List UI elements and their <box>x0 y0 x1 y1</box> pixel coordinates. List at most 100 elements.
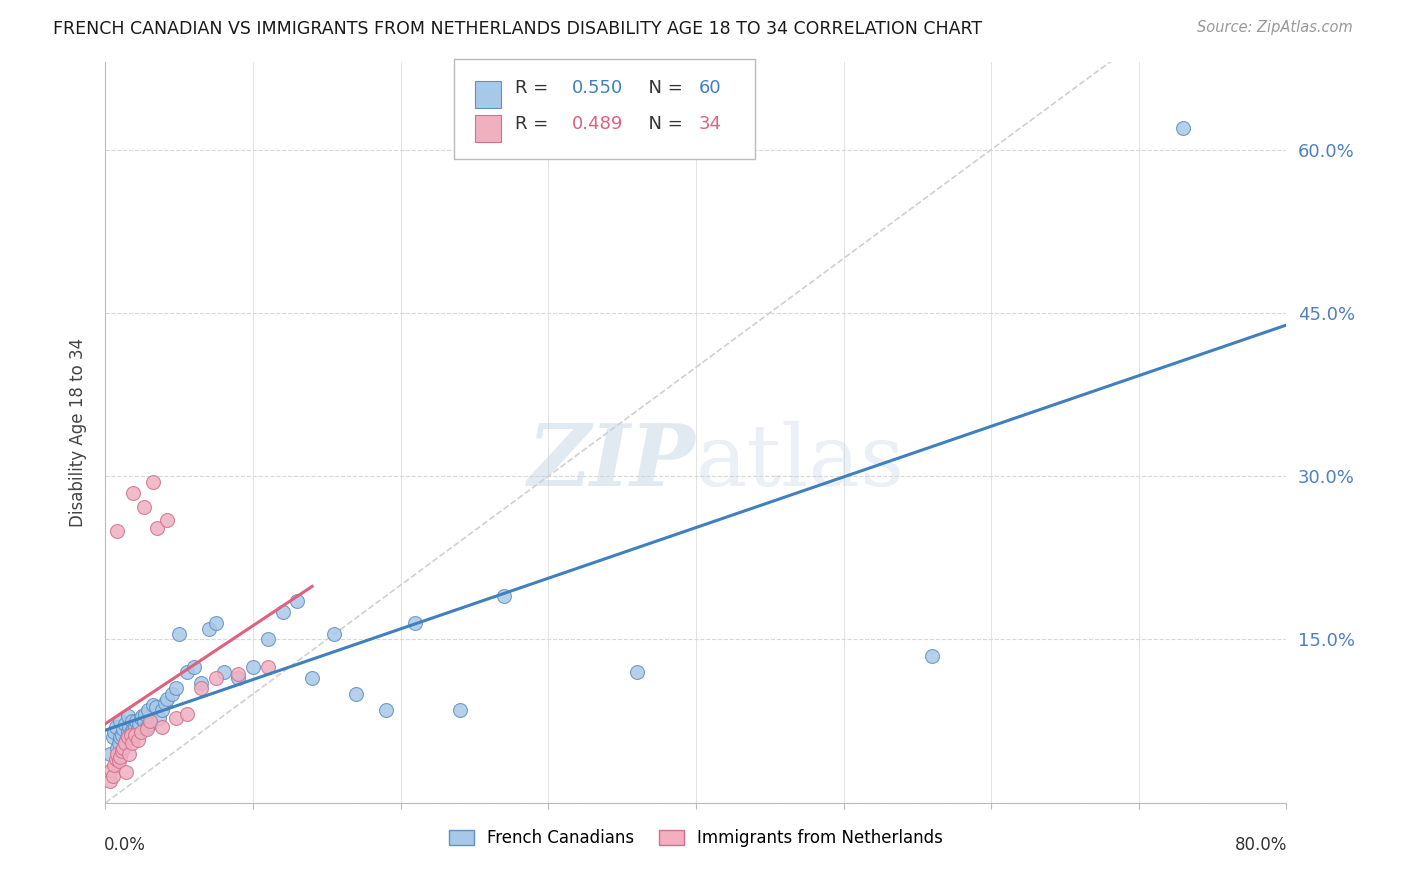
Point <box>287 594 309 608</box>
Point <box>242 659 264 673</box>
Point <box>107 736 129 750</box>
Point <box>132 714 155 728</box>
Point <box>205 616 228 631</box>
Point <box>115 732 138 747</box>
Point <box>142 475 165 489</box>
Point <box>112 741 135 756</box>
Text: atlas: atlas <box>696 421 905 504</box>
Legend: French Canadians, Immigrants from Netherlands: French Canadians, Immigrants from Nether… <box>441 822 950 854</box>
Text: 0.489: 0.489 <box>572 115 623 133</box>
Point <box>114 717 136 731</box>
Point <box>136 703 159 717</box>
Point <box>110 714 132 728</box>
Point <box>118 747 141 761</box>
Point <box>98 774 121 789</box>
Point <box>160 687 183 701</box>
Point <box>449 703 471 717</box>
Text: 0.550: 0.550 <box>572 79 623 97</box>
Point <box>205 671 228 685</box>
Text: N =: N = <box>637 115 689 133</box>
Point <box>148 711 170 725</box>
FancyBboxPatch shape <box>454 59 755 159</box>
Point <box>129 725 152 739</box>
Point <box>301 671 323 685</box>
Point <box>98 747 121 761</box>
Point <box>127 722 149 736</box>
Point <box>176 665 198 680</box>
Point <box>121 714 143 728</box>
Point <box>1171 120 1194 135</box>
Point <box>165 711 187 725</box>
Text: N =: N = <box>637 79 689 97</box>
Point <box>121 731 143 745</box>
Text: R =: R = <box>515 115 554 133</box>
Point <box>121 736 143 750</box>
Point <box>142 698 165 712</box>
Point <box>228 667 250 681</box>
Text: 60: 60 <box>699 79 721 97</box>
Point <box>212 665 235 680</box>
Point <box>921 648 943 663</box>
Point <box>405 616 427 631</box>
Point <box>165 681 187 696</box>
Point <box>103 725 125 739</box>
Point <box>183 659 205 673</box>
Point <box>127 732 149 747</box>
Point <box>104 752 127 766</box>
Point <box>104 720 127 734</box>
Point <box>626 665 648 680</box>
Point <box>134 706 156 721</box>
Point <box>117 725 139 739</box>
Text: ZIP: ZIP <box>529 420 696 504</box>
Point <box>257 632 280 647</box>
Point <box>103 757 125 772</box>
Point <box>111 743 134 757</box>
Point <box>120 725 142 739</box>
Point <box>124 720 146 734</box>
Point <box>323 627 346 641</box>
Point <box>146 521 169 535</box>
Point <box>125 714 148 728</box>
Point <box>112 722 135 736</box>
Point <box>156 692 179 706</box>
Point <box>122 485 145 500</box>
Point <box>107 755 129 769</box>
Point <box>374 703 398 717</box>
Point <box>169 627 191 641</box>
Point <box>128 717 150 731</box>
Point <box>101 768 124 782</box>
Point <box>120 728 142 742</box>
Point <box>190 676 212 690</box>
Point <box>118 720 141 734</box>
Point <box>100 763 122 777</box>
Point <box>124 728 146 742</box>
Point <box>105 524 128 538</box>
Point <box>346 687 368 701</box>
Point <box>153 696 176 710</box>
Point <box>111 728 134 742</box>
Point <box>114 736 136 750</box>
Point <box>271 605 294 619</box>
Text: 80.0%: 80.0% <box>1236 836 1288 855</box>
Text: 34: 34 <box>699 115 721 133</box>
Text: Source: ZipAtlas.com: Source: ZipAtlas.com <box>1197 20 1353 35</box>
Text: R =: R = <box>515 79 554 97</box>
Text: FRENCH CANADIAN VS IMMIGRANTS FROM NETHERLANDS DISABILITY AGE 18 TO 34 CORRELATI: FRENCH CANADIAN VS IMMIGRANTS FROM NETHE… <box>53 20 983 37</box>
Y-axis label: Disability Age 18 to 34: Disability Age 18 to 34 <box>69 338 87 527</box>
Point <box>129 711 152 725</box>
FancyBboxPatch shape <box>475 81 501 108</box>
FancyBboxPatch shape <box>475 115 501 142</box>
Point <box>110 750 132 764</box>
Point <box>132 500 155 514</box>
Point <box>131 708 153 723</box>
Text: 0.0%: 0.0% <box>104 836 146 855</box>
Point <box>117 731 139 745</box>
Point <box>101 731 124 745</box>
Point <box>135 720 157 734</box>
Point <box>105 741 128 756</box>
Point <box>156 513 179 527</box>
Point <box>138 714 162 728</box>
Point <box>145 700 167 714</box>
Point <box>105 747 128 761</box>
Point <box>138 717 162 731</box>
